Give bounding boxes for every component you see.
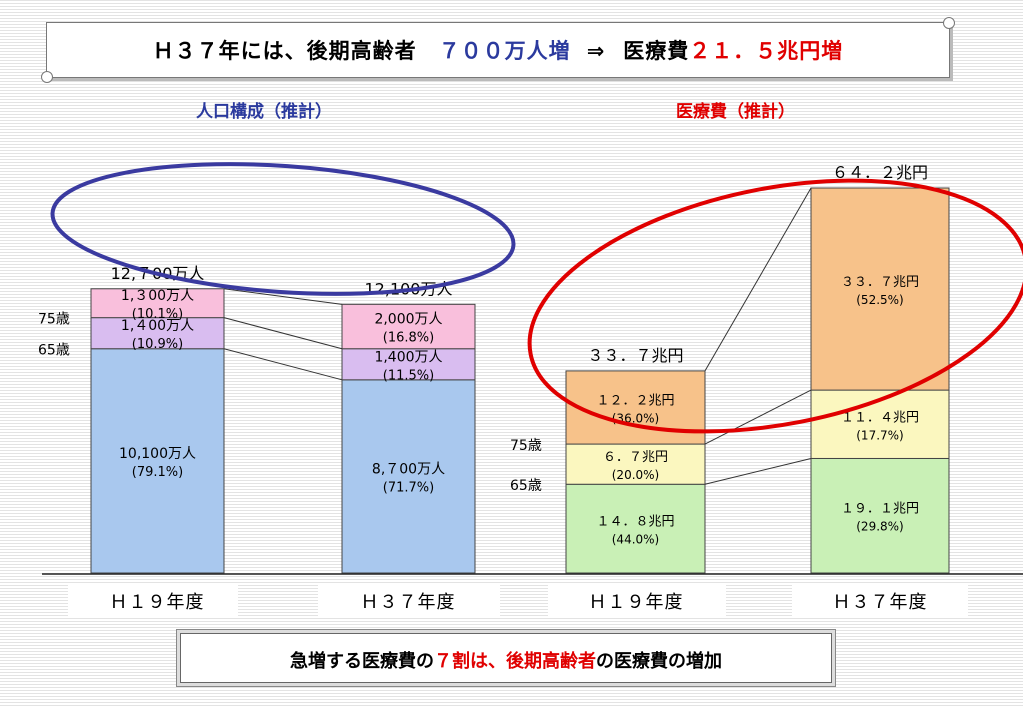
segment-value-label: １４．８兆円: [596, 515, 674, 530]
headline-text: Ｈ３７年には、後期高齢者 ７００万人増 ⇒ 医療費２１．５兆円増: [47, 35, 949, 65]
segment-percent-label: (10.1%): [132, 307, 183, 322]
age-label-65: 65歳: [38, 343, 70, 359]
summary-highlight: ７割は、後期高齢者: [434, 651, 596, 672]
bar-total-label: ３３．７兆円: [587, 346, 683, 365]
segment-percent-label: (11.5%): [383, 368, 434, 383]
headline-cost-increase: ２１．５兆円増: [689, 39, 844, 63]
summary-text: 急増する医療費の７割は、後期高齢者の医療費の増加: [181, 647, 831, 673]
segment-value-label: ３３．７兆円: [841, 275, 919, 290]
segment-value-label: 1,３00万人: [121, 288, 194, 304]
segment-percent-label: (79.1%): [132, 465, 183, 480]
category-label-bg: [318, 585, 500, 617]
bar-segment-over75: [810, 187, 950, 391]
population-chart-title: 人口構成（推計）: [196, 102, 332, 122]
category-label-bg: [548, 585, 726, 617]
category-label: Ｈ３７年度: [361, 592, 456, 613]
segment-value-label: １９．１兆円: [841, 502, 919, 517]
segment-value-label: １２．２兆円: [596, 393, 674, 408]
bar-segment-under65: [810, 457, 950, 574]
scroll-curl-icon: [41, 71, 53, 83]
age-label-65: 65歳: [510, 478, 542, 494]
segment-percent-label: (10.9%): [132, 337, 183, 352]
bar-segment-under65: [90, 348, 225, 574]
connector-line: [223, 288, 343, 305]
segment-percent-label: (52.5%): [856, 293, 903, 307]
medical-chart-title: 医療費（推計）: [676, 102, 795, 122]
highlight-ellipse-red: [527, 178, 1023, 434]
headline-part3: 医療費: [623, 39, 690, 63]
bar-segment-age65_74: [90, 317, 225, 350]
bar-segment-age65_74: [565, 443, 706, 485]
segment-value-label: ６．７兆円: [603, 450, 668, 465]
bar-segment-under65: [565, 483, 706, 574]
segment-percent-label: (29.8%): [856, 520, 903, 534]
connector-line: [704, 457, 812, 485]
bar-segment-age65_74: [810, 389, 950, 459]
scroll-curl-icon: [943, 17, 955, 29]
category-label-bg: [792, 585, 968, 617]
category-label: Ｈ１９年度: [589, 592, 684, 613]
category-label-bg: [68, 585, 238, 617]
arrow-icon: ⇒: [586, 39, 606, 63]
connector-line: [223, 317, 343, 350]
headline-population-increase: ７００万人増: [438, 39, 571, 63]
bar-segment-under65: [341, 379, 476, 574]
category-label: Ｈ３７年度: [833, 592, 928, 613]
segment-percent-label: (20.0%): [612, 468, 659, 482]
highlight-ellipse-blue: [50, 162, 516, 296]
summary-part1: 急増する医療費の: [290, 651, 434, 672]
segment-percent-label: (17.7%): [856, 428, 903, 442]
segment-percent-label: (71.7%): [383, 480, 434, 495]
bar-segment-over75: [90, 288, 225, 319]
age-label-75: 75歳: [510, 438, 542, 454]
connector-line: [223, 348, 343, 381]
headline-banner: Ｈ３７年には、後期高齢者 ７００万人増 ⇒ 医療費２１．５兆円増: [41, 17, 955, 83]
segment-value-label: １１．４兆円: [841, 410, 919, 425]
connector-line: [704, 389, 812, 445]
connector-line: [704, 187, 812, 372]
segment-percent-label: (44.0%): [612, 533, 659, 547]
bar-segment-over75: [341, 303, 476, 350]
headline-part1: Ｈ３７年には、後期高齢者: [152, 39, 417, 63]
segment-value-label: 2,000万人: [374, 312, 442, 328]
bar-total-label: ６４．２兆円: [832, 163, 928, 182]
summary-box: 急増する医療費の７割は、後期高齢者の医療費の増加: [180, 633, 832, 683]
segment-percent-label: (16.8%): [383, 331, 434, 346]
segment-value-label: 1,４00万人: [121, 318, 194, 334]
segment-value-label: 10,100万人: [119, 446, 196, 462]
segment-value-label: 1,400万人: [374, 349, 442, 365]
summary-part3: の医療費の増加: [596, 651, 722, 672]
age-label-75: 75歳: [38, 312, 70, 328]
segment-value-label: 8,７00万人: [372, 461, 445, 477]
category-label: Ｈ１９年度: [110, 592, 205, 613]
